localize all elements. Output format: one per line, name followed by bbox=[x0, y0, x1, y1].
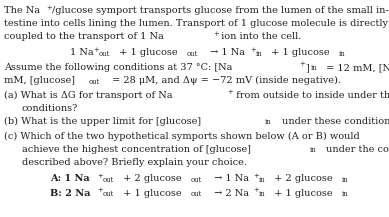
Text: out: out bbox=[191, 176, 202, 184]
Text: ion into the cell.: ion into the cell. bbox=[218, 32, 301, 41]
Text: = 12 mM, [Na: = 12 mM, [Na bbox=[323, 63, 389, 72]
Text: in: in bbox=[256, 49, 263, 58]
Text: → 1 Na: → 1 Na bbox=[211, 174, 249, 183]
Text: B: 2 Na: B: 2 Na bbox=[50, 189, 91, 198]
Text: out: out bbox=[103, 191, 114, 199]
Text: out: out bbox=[103, 176, 114, 184]
Text: → 1 Na: → 1 Na bbox=[207, 48, 245, 57]
Text: +: + bbox=[250, 46, 256, 54]
Text: 1 Na: 1 Na bbox=[70, 48, 94, 57]
Text: + 1 glucose: + 1 glucose bbox=[268, 48, 329, 57]
Text: +: + bbox=[213, 30, 219, 38]
Text: in: in bbox=[311, 64, 318, 72]
Text: +: + bbox=[253, 186, 259, 194]
Text: under the conditions: under the conditions bbox=[323, 145, 389, 154]
Text: + 1 glucose: + 1 glucose bbox=[116, 48, 178, 57]
Text: (c) Which of the two hypothetical symports shown below (A or B) would: (c) Which of the two hypothetical sympor… bbox=[4, 132, 360, 141]
Text: + 1 glucose: + 1 glucose bbox=[271, 189, 333, 198]
Text: = 28 μM, and Δψ = −72 mV (inside negative).: = 28 μM, and Δψ = −72 mV (inside negativ… bbox=[109, 76, 341, 85]
Text: testine into cells lining the lumen. Transport of 1 glucose molecule is directly: testine into cells lining the lumen. Tra… bbox=[4, 19, 388, 28]
Text: +: + bbox=[93, 46, 99, 54]
Text: The Na: The Na bbox=[4, 6, 40, 15]
Text: out: out bbox=[99, 49, 110, 58]
Text: A: 1 Na: A: 1 Na bbox=[50, 174, 90, 183]
Text: +: + bbox=[227, 89, 233, 97]
Text: achieve the highest concentration of [glucose]: achieve the highest concentration of [gl… bbox=[22, 145, 251, 154]
Text: (b) What is the upper limit for [glucose]: (b) What is the upper limit for [glucose… bbox=[4, 117, 201, 126]
Text: in: in bbox=[259, 176, 266, 184]
Text: coupled to the transport of 1 Na: coupled to the transport of 1 Na bbox=[4, 32, 164, 41]
Text: out: out bbox=[89, 77, 100, 85]
Text: in: in bbox=[265, 118, 272, 127]
Text: out: out bbox=[187, 49, 198, 58]
Text: mM, [glucose]: mM, [glucose] bbox=[4, 76, 75, 85]
Text: Assume the following conditions at 37 °C: [Na: Assume the following conditions at 37 °C… bbox=[4, 63, 232, 72]
Text: +: + bbox=[46, 3, 52, 12]
Text: in: in bbox=[310, 146, 317, 155]
Text: conditions?: conditions? bbox=[22, 104, 78, 113]
Text: in: in bbox=[259, 191, 266, 199]
Text: ]: ] bbox=[305, 63, 309, 72]
Text: under these conditions?: under these conditions? bbox=[279, 117, 389, 126]
Text: + 2 glucose: + 2 glucose bbox=[120, 174, 182, 183]
Text: +: + bbox=[299, 61, 305, 69]
Text: from outside to inside under these: from outside to inside under these bbox=[233, 91, 389, 100]
Text: (a) What is ΔG for transport of Na: (a) What is ΔG for transport of Na bbox=[4, 91, 172, 100]
Text: → 2 Na: → 2 Na bbox=[211, 189, 249, 198]
Text: described above? Briefly explain your choice.: described above? Briefly explain your ch… bbox=[22, 158, 247, 167]
Text: in: in bbox=[339, 49, 345, 58]
Text: +: + bbox=[253, 171, 259, 179]
Text: + 2 glucose: + 2 glucose bbox=[271, 174, 333, 183]
Text: +: + bbox=[97, 171, 103, 179]
Text: out: out bbox=[191, 191, 202, 199]
Text: in: in bbox=[342, 191, 349, 199]
Text: in: in bbox=[342, 176, 349, 184]
Text: +: + bbox=[97, 186, 103, 194]
Text: + 1 glucose: + 1 glucose bbox=[120, 189, 182, 198]
Text: /glucose symport transports glucose from the lumen of the small in-: /glucose symport transports glucose from… bbox=[52, 6, 389, 15]
